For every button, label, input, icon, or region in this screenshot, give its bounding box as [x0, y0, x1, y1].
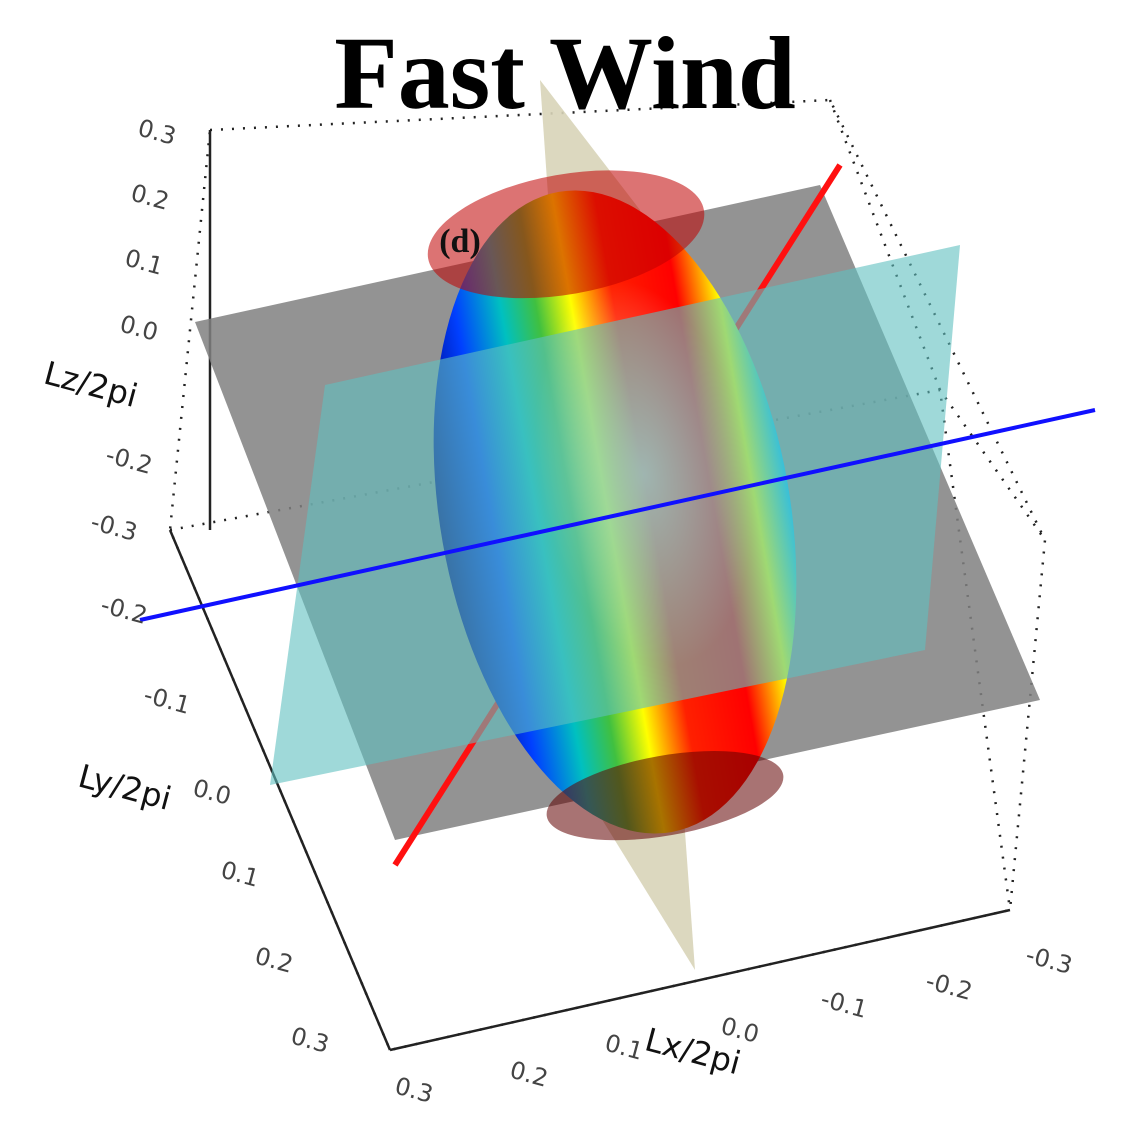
title: Fast Wind	[334, 16, 795, 131]
z-tick-label: 0.1	[122, 244, 166, 281]
blue-axis-line	[139, 408, 1096, 622]
panel-label: (d)	[439, 223, 481, 260]
z-tick-label: -0.2	[103, 441, 155, 480]
x-tick-label: 0.3	[392, 1072, 436, 1109]
y-tick-label: -0.1	[141, 681, 193, 720]
y-axis-line	[168, 529, 392, 1051]
x-tick-label: 0.2	[507, 1056, 551, 1093]
z-axis-label: Lz/2pi	[40, 354, 142, 415]
x-axis-line	[389, 908, 1011, 1052]
x-tick-label: 0.1	[602, 1029, 646, 1066]
x-tick-label: -0.3	[1023, 941, 1075, 980]
z-tick-label: 0.3	[135, 114, 179, 151]
y-tick-label: 0.2	[252, 942, 296, 979]
z-tick-label: 0.0	[117, 310, 161, 347]
ellipsoid-cap	[546, 751, 784, 841]
ellipsoid-cap	[427, 170, 705, 299]
y-tick-label: 0.3	[288, 1022, 332, 1059]
z-tick-label: 0.2	[128, 179, 172, 216]
y-tick-label: 0.1	[218, 856, 262, 893]
z-tick-label: -0.3	[88, 508, 140, 547]
y-axis-label: Ly/2pi	[74, 757, 175, 818]
y-tick-label: 0.0	[190, 774, 234, 811]
y-tick-label: -0.2	[98, 591, 150, 630]
x-tick-label: -0.2	[923, 967, 975, 1006]
x-tick-label: -0.1	[818, 985, 870, 1024]
